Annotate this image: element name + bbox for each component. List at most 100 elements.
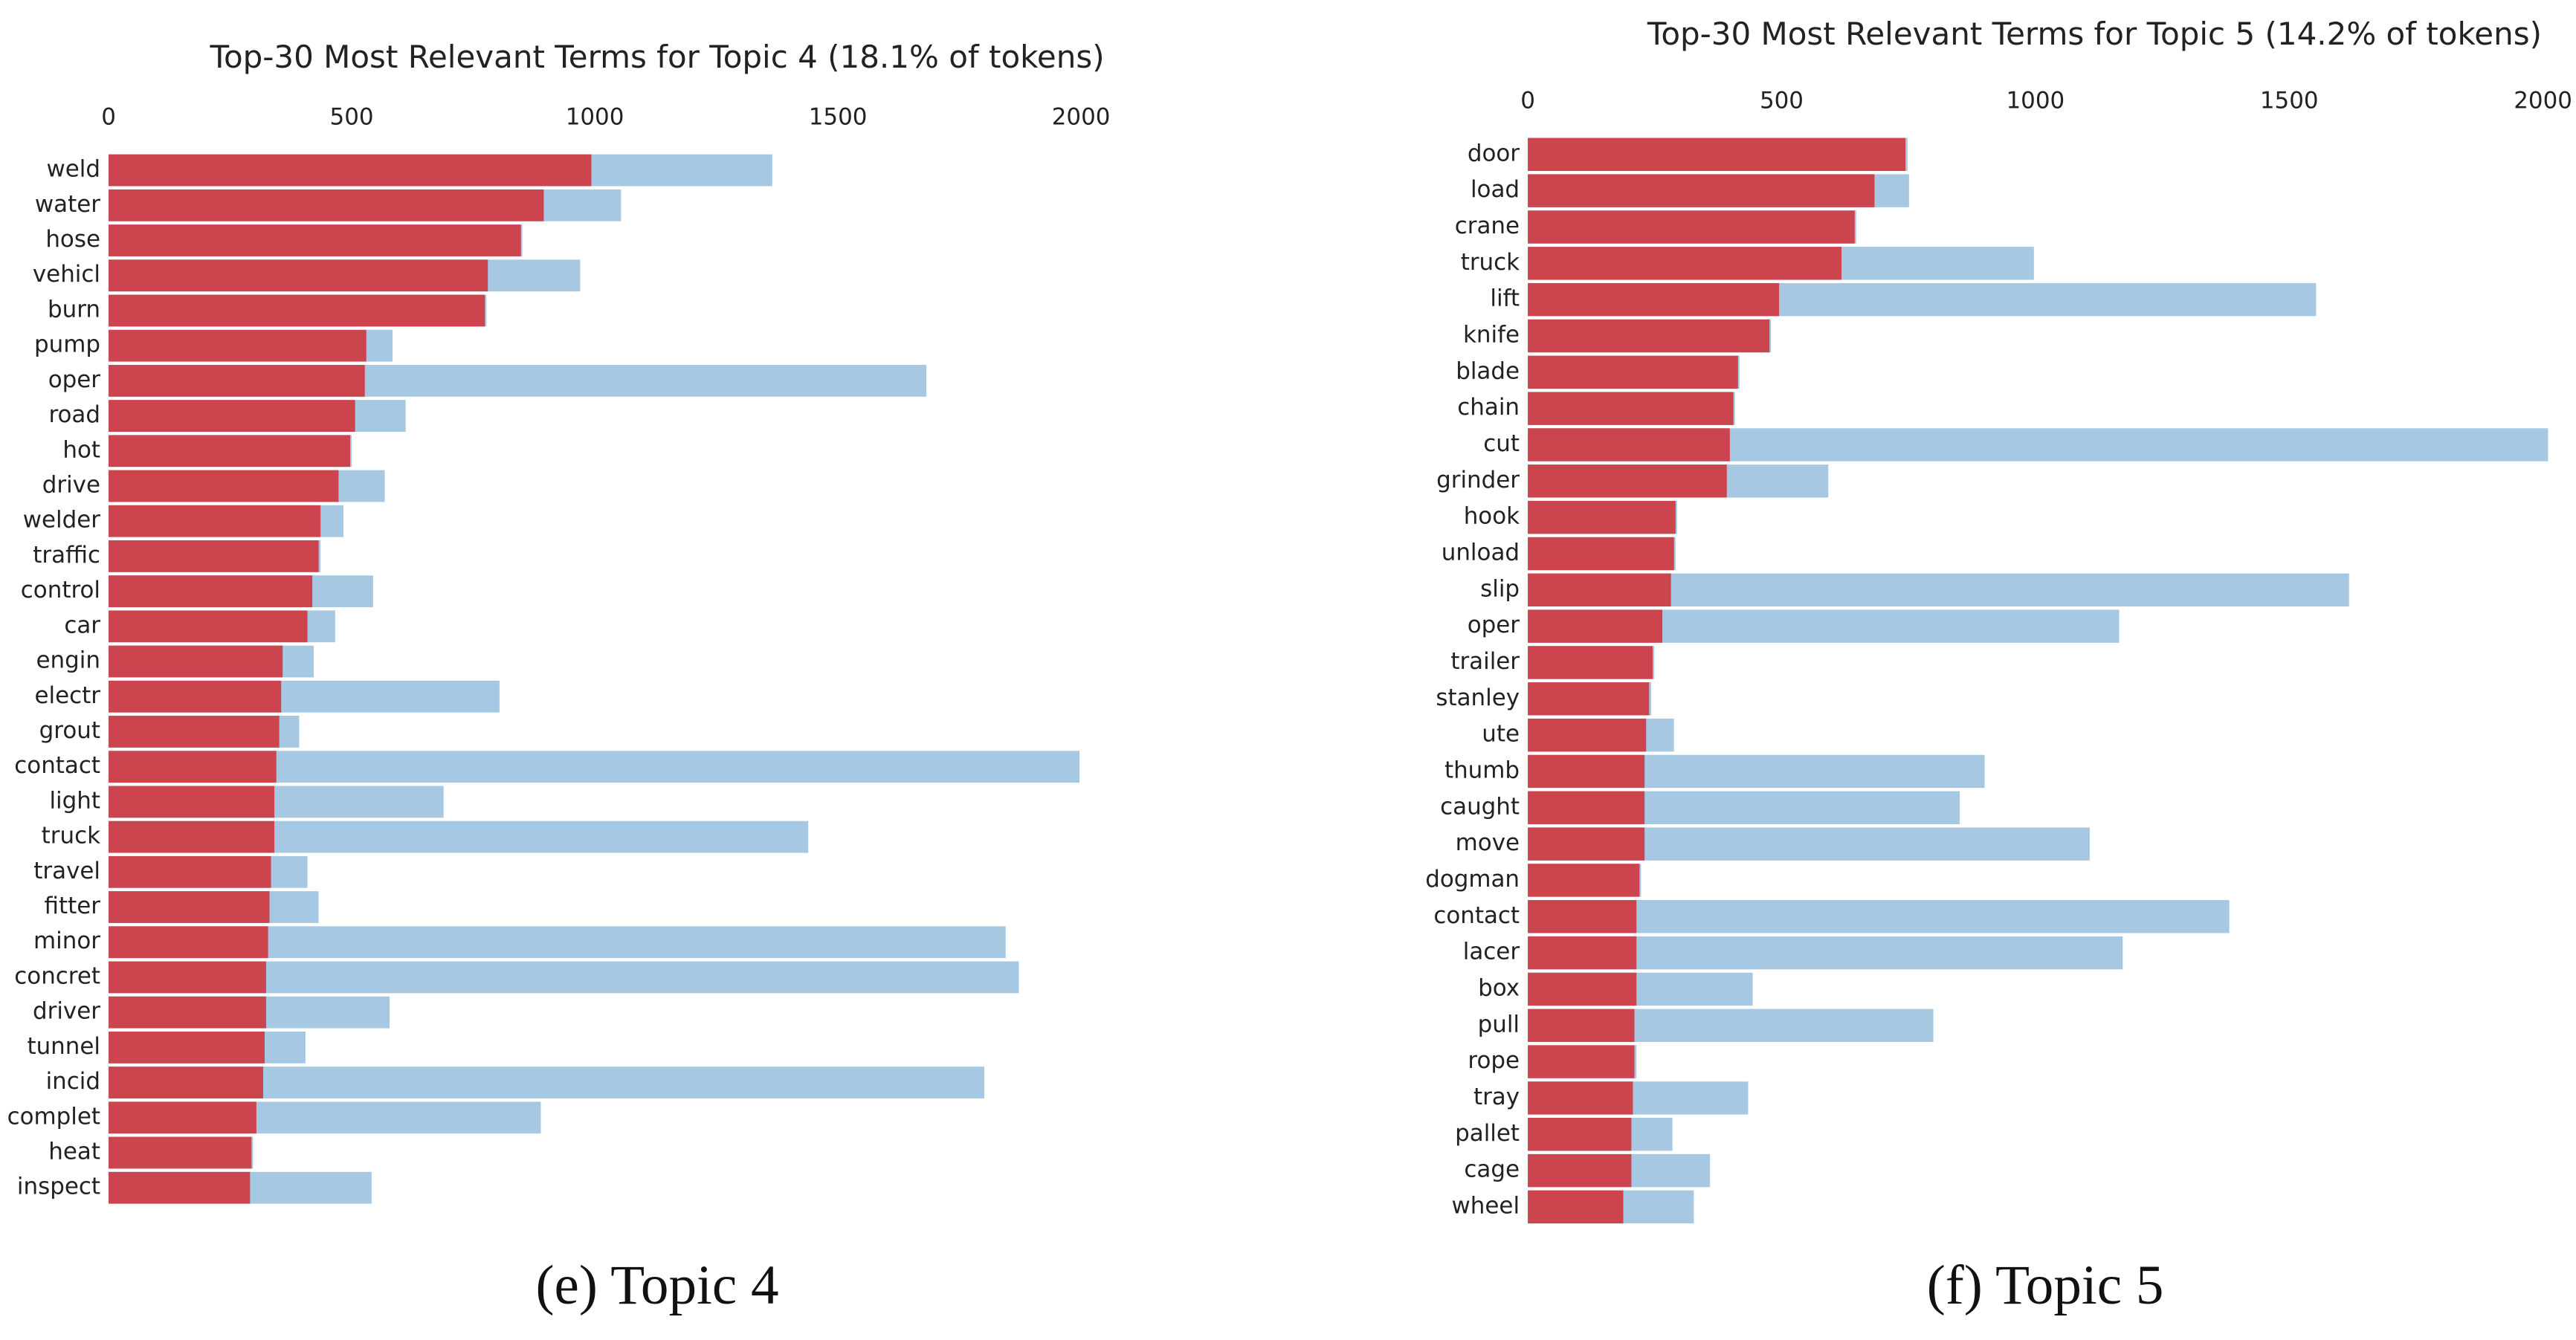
category-label: incid <box>46 1068 100 1095</box>
bar <box>1528 1190 1624 1224</box>
category-label: pallet <box>1455 1120 1520 1147</box>
category-label: fitter <box>45 893 101 919</box>
bar <box>1528 900 2230 933</box>
x-tick-label: 1000 <box>566 104 624 131</box>
bar <box>109 926 268 959</box>
category-label: slip <box>1480 575 1520 602</box>
category-label: cut <box>1483 430 1520 457</box>
bar <box>1528 1118 1632 1151</box>
category-label: travel <box>33 858 100 884</box>
category-label: dogman <box>1425 866 1520 893</box>
category-label: truck <box>42 823 100 849</box>
bar <box>1528 500 1676 534</box>
bar <box>1528 537 1674 571</box>
bar <box>109 716 280 748</box>
bar <box>1528 1009 1635 1042</box>
x-tick-label: 500 <box>1760 87 1804 114</box>
category-label: rope <box>1468 1047 1520 1074</box>
bar <box>109 751 277 783</box>
category-label: door <box>1468 140 1520 166</box>
x-tick-label: 1500 <box>2260 87 2319 114</box>
bar <box>1528 791 1645 824</box>
bar <box>1528 392 1734 425</box>
category-label: light <box>49 787 100 814</box>
category-label: traffic <box>33 542 100 569</box>
bar <box>109 154 592 187</box>
category-label: drive <box>42 471 100 498</box>
category-label: move <box>1456 829 1520 856</box>
category-label: car <box>64 612 100 638</box>
category-label: load <box>1471 176 1520 203</box>
category-label: unload <box>1442 539 1520 566</box>
category-label: stanley <box>1436 684 1520 711</box>
category-label: trailer <box>1450 648 1520 675</box>
category-label: tunnel <box>27 1033 100 1060</box>
category-label: engin <box>36 647 100 674</box>
bar <box>1528 355 1738 389</box>
category-label: cage <box>1464 1156 1520 1183</box>
category-label: control <box>21 577 100 603</box>
bar <box>1528 827 1645 861</box>
bar <box>1528 247 1842 280</box>
category-label: driver <box>33 998 100 1025</box>
category-label: oper <box>1468 612 1520 638</box>
category-label: vehicl <box>33 261 100 288</box>
bar <box>109 996 266 1029</box>
chart-title: Top-30 Most Relevant Terms for Topic 4 (… <box>209 39 1104 75</box>
bar <box>1528 428 1730 462</box>
caption: (f) Topic 5 <box>1927 1255 2164 1316</box>
category-label: grinder <box>1436 467 1520 493</box>
bar <box>109 961 266 994</box>
bar <box>109 329 367 362</box>
category-label: oper <box>48 366 101 393</box>
category-label: lift <box>1490 285 1520 312</box>
bar <box>109 540 319 572</box>
bar <box>109 820 275 853</box>
x-tick-label: 0 <box>1520 87 1535 114</box>
bar <box>1528 936 1637 970</box>
category-label: concret <box>14 962 100 989</box>
bar <box>109 189 544 221</box>
x-tick-label: 500 <box>330 104 374 131</box>
category-label: pull <box>1478 1011 1520 1038</box>
bar <box>1528 319 1770 353</box>
x-tick-label: 0 <box>101 104 116 131</box>
category-label: blade <box>1456 357 1520 384</box>
bar <box>109 680 282 713</box>
bar <box>109 294 485 327</box>
bar <box>109 470 339 502</box>
bar <box>109 259 488 292</box>
bar <box>109 575 313 608</box>
category-label: tray <box>1473 1084 1520 1110</box>
chart-title: Top-30 Most Relevant Terms for Topic 5 (… <box>1647 16 2542 52</box>
category-label: lacer <box>1463 939 1520 965</box>
category-label: inspect <box>17 1174 100 1200</box>
category-label: road <box>48 401 100 428</box>
category-label: contact <box>14 752 100 779</box>
bar <box>1528 1045 1635 1078</box>
category-label: heat <box>48 1138 100 1165</box>
category-label: chain <box>1457 394 1520 421</box>
category-label: ute <box>1482 721 1520 748</box>
category-label: hook <box>1464 503 1520 530</box>
bar <box>1528 573 1671 606</box>
x-tick-label: 2000 <box>1052 104 1111 131</box>
bar <box>109 400 355 432</box>
category-label: electr <box>35 682 101 709</box>
bar <box>1528 682 1650 716</box>
category-label: thumb <box>1444 757 1520 783</box>
bar <box>109 1067 264 1098</box>
category-label: burn <box>48 296 100 323</box>
bar <box>1528 646 1653 679</box>
bar <box>1528 282 1780 317</box>
bar <box>1528 137 1906 172</box>
bar <box>109 855 271 888</box>
category-label: crane <box>1455 213 1520 239</box>
bar <box>109 610 308 643</box>
category-label: pump <box>34 331 100 358</box>
category-label: contact <box>1433 902 1520 929</box>
bar <box>1528 210 1855 244</box>
bar <box>1528 900 1637 933</box>
